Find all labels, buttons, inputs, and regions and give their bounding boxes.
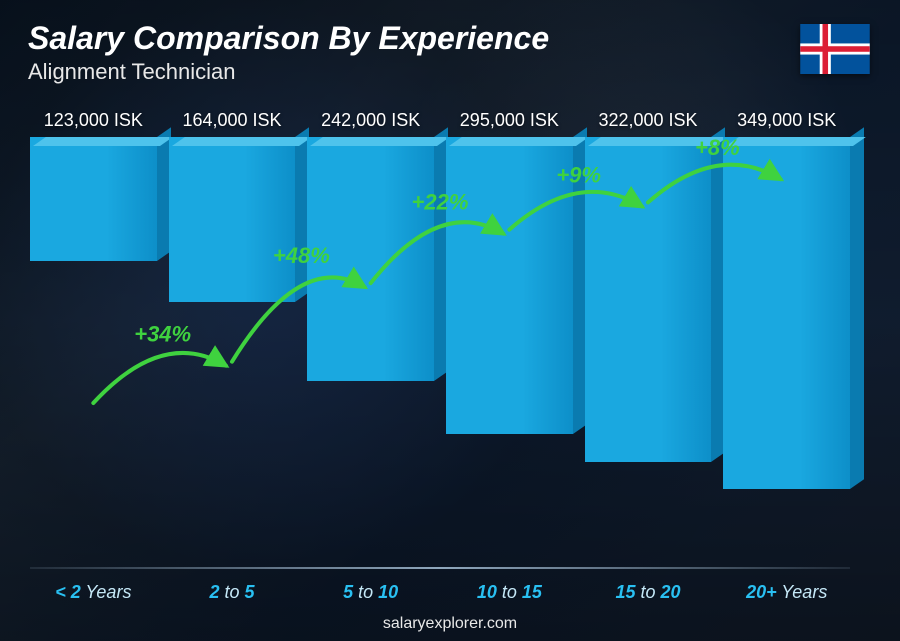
bar-slot: 242,000 ISK: [307, 110, 434, 561]
bar-slot: 349,000 ISK: [723, 110, 850, 561]
bar-value-label: 322,000 ISK: [598, 110, 697, 131]
footer-credit: salaryexplorer.com: [0, 615, 900, 633]
bar: [169, 137, 296, 302]
header: Salary Comparison By Experience Alignmen…: [28, 20, 872, 85]
x-axis: < 2 Years 2 to 5 5 to 10 10 to 15 15 to 20 20…: [30, 582, 850, 603]
bar-value-label: 123,000 ISK: [44, 110, 143, 131]
bar: [585, 137, 712, 462]
bar-value-label: 295,000 ISK: [460, 110, 559, 131]
x-category-label: 20+ Years: [723, 582, 850, 603]
bar-value-label: 164,000 ISK: [182, 110, 281, 131]
bar-slot: 295,000 ISK: [446, 110, 573, 561]
bar: [307, 137, 434, 381]
iceland-flag-icon: [800, 24, 870, 74]
x-axis-line: [30, 567, 850, 569]
bar-value-label: 242,000 ISK: [321, 110, 420, 131]
bar: [446, 137, 573, 434]
x-category-label: 5 to 10: [307, 582, 434, 603]
x-category-label: 2 to 5: [169, 582, 296, 603]
page-title: Salary Comparison By Experience: [28, 20, 872, 57]
bar-slot: 123,000 ISK: [30, 110, 157, 561]
x-category-label: < 2 Years: [30, 582, 157, 603]
bar-value-label: 349,000 ISK: [737, 110, 836, 131]
bar-slot: 164,000 ISK: [169, 110, 296, 561]
bar-chart: 123,000 ISK 164,000 ISK 242,000 ISK 295,000…: [30, 110, 850, 561]
bar-slot: 322,000 ISK: [585, 110, 712, 561]
x-category-label: 10 to 15: [446, 582, 573, 603]
bar: [30, 137, 157, 261]
x-category-label: 15 to 20: [585, 582, 712, 603]
bar: [723, 137, 850, 489]
page-subtitle: Alignment Technician: [28, 59, 872, 85]
